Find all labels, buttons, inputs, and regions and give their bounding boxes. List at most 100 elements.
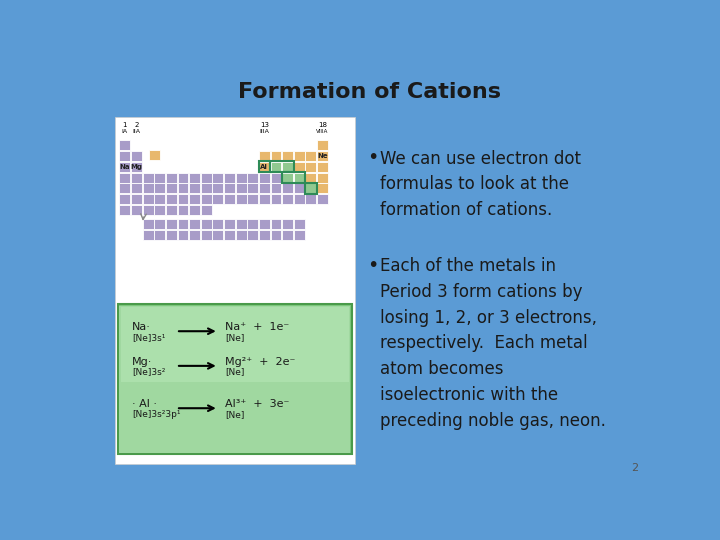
Bar: [294, 151, 305, 161]
Text: [Ne]3s²3p¹: [Ne]3s²3p¹: [132, 410, 180, 419]
Text: [Ne]: [Ne]: [225, 368, 244, 376]
Bar: [224, 194, 235, 204]
Bar: [282, 151, 293, 161]
Bar: [120, 194, 130, 204]
Bar: [189, 173, 200, 183]
Bar: [259, 151, 270, 161]
Bar: [154, 205, 165, 215]
Bar: [271, 151, 282, 161]
Bar: [248, 219, 258, 229]
Bar: [189, 194, 200, 204]
Text: 13: 13: [260, 122, 269, 128]
Bar: [166, 173, 177, 183]
Bar: [294, 230, 305, 240]
Text: 2: 2: [631, 463, 639, 473]
Bar: [189, 205, 200, 215]
Bar: [120, 184, 130, 193]
Bar: [189, 230, 200, 240]
Bar: [154, 184, 165, 193]
Bar: [154, 219, 165, 229]
Bar: [258, 161, 270, 172]
Text: Na: Na: [120, 164, 130, 170]
Bar: [166, 184, 177, 193]
Bar: [282, 162, 293, 172]
Bar: [131, 151, 142, 161]
Bar: [178, 219, 189, 229]
Bar: [224, 173, 235, 183]
Bar: [271, 162, 282, 172]
Text: We can use electron dot
formulas to look at the
formation of cations.: We can use electron dot formulas to look…: [380, 150, 581, 219]
Text: · Al ·: · Al ·: [132, 400, 157, 409]
Bar: [143, 205, 153, 215]
Bar: [271, 194, 282, 204]
Bar: [259, 184, 270, 193]
Bar: [235, 219, 246, 229]
Bar: [271, 184, 282, 193]
Text: Each of the metals in
Period 3 form cations by
losing 1, 2, or 3 electrons,
resp: Each of the metals in Period 3 form cati…: [380, 257, 606, 429]
Text: [Ne]: [Ne]: [225, 410, 244, 419]
Text: 1: 1: [122, 122, 127, 128]
Bar: [201, 230, 212, 240]
Text: [Ne]: [Ne]: [225, 333, 244, 342]
Bar: [178, 173, 189, 183]
Text: Na·: Na·: [132, 322, 150, 332]
Bar: [317, 184, 328, 193]
Bar: [294, 184, 305, 193]
Bar: [131, 184, 142, 193]
Bar: [178, 230, 189, 240]
Bar: [212, 194, 223, 204]
Bar: [149, 150, 160, 159]
Bar: [282, 219, 293, 229]
Bar: [248, 194, 258, 204]
Bar: [120, 173, 130, 183]
Bar: [189, 219, 200, 229]
Bar: [120, 205, 130, 215]
Bar: [131, 162, 142, 172]
Bar: [248, 184, 258, 193]
Text: •: •: [367, 148, 379, 167]
Bar: [317, 162, 328, 172]
Bar: [201, 219, 212, 229]
Bar: [143, 173, 153, 183]
Bar: [259, 162, 270, 172]
Bar: [178, 194, 189, 204]
Bar: [305, 151, 316, 161]
Bar: [235, 184, 246, 193]
Bar: [224, 184, 235, 193]
Bar: [189, 184, 200, 193]
Bar: [154, 230, 165, 240]
Bar: [120, 162, 130, 172]
Bar: [154, 173, 165, 183]
Bar: [282, 194, 293, 204]
Bar: [305, 194, 316, 204]
Bar: [178, 184, 189, 193]
Text: [Ne]3s²: [Ne]3s²: [132, 368, 165, 376]
Text: Al³⁺  +  3e⁻: Al³⁺ + 3e⁻: [225, 400, 289, 409]
Bar: [143, 230, 153, 240]
Bar: [282, 184, 293, 193]
Bar: [212, 184, 223, 193]
Bar: [120, 306, 351, 453]
Bar: [248, 173, 258, 183]
Text: [Ne]3s¹: [Ne]3s¹: [132, 333, 165, 342]
Bar: [212, 219, 223, 229]
Text: 2: 2: [135, 122, 139, 128]
Bar: [118, 304, 352, 455]
Bar: [143, 219, 153, 229]
Bar: [235, 230, 246, 240]
Bar: [120, 151, 130, 161]
Bar: [235, 173, 246, 183]
Bar: [131, 194, 142, 204]
Text: 18: 18: [318, 122, 327, 128]
Bar: [317, 173, 328, 183]
Bar: [166, 205, 177, 215]
Text: Na⁺  +  1e⁻: Na⁺ + 1e⁻: [225, 322, 289, 332]
Text: VIIIA: VIIIA: [316, 129, 329, 133]
Bar: [271, 219, 282, 229]
Bar: [121, 307, 349, 382]
Bar: [259, 173, 270, 183]
Bar: [212, 173, 223, 183]
Bar: [282, 230, 293, 240]
Bar: [178, 205, 189, 215]
Bar: [305, 173, 316, 183]
